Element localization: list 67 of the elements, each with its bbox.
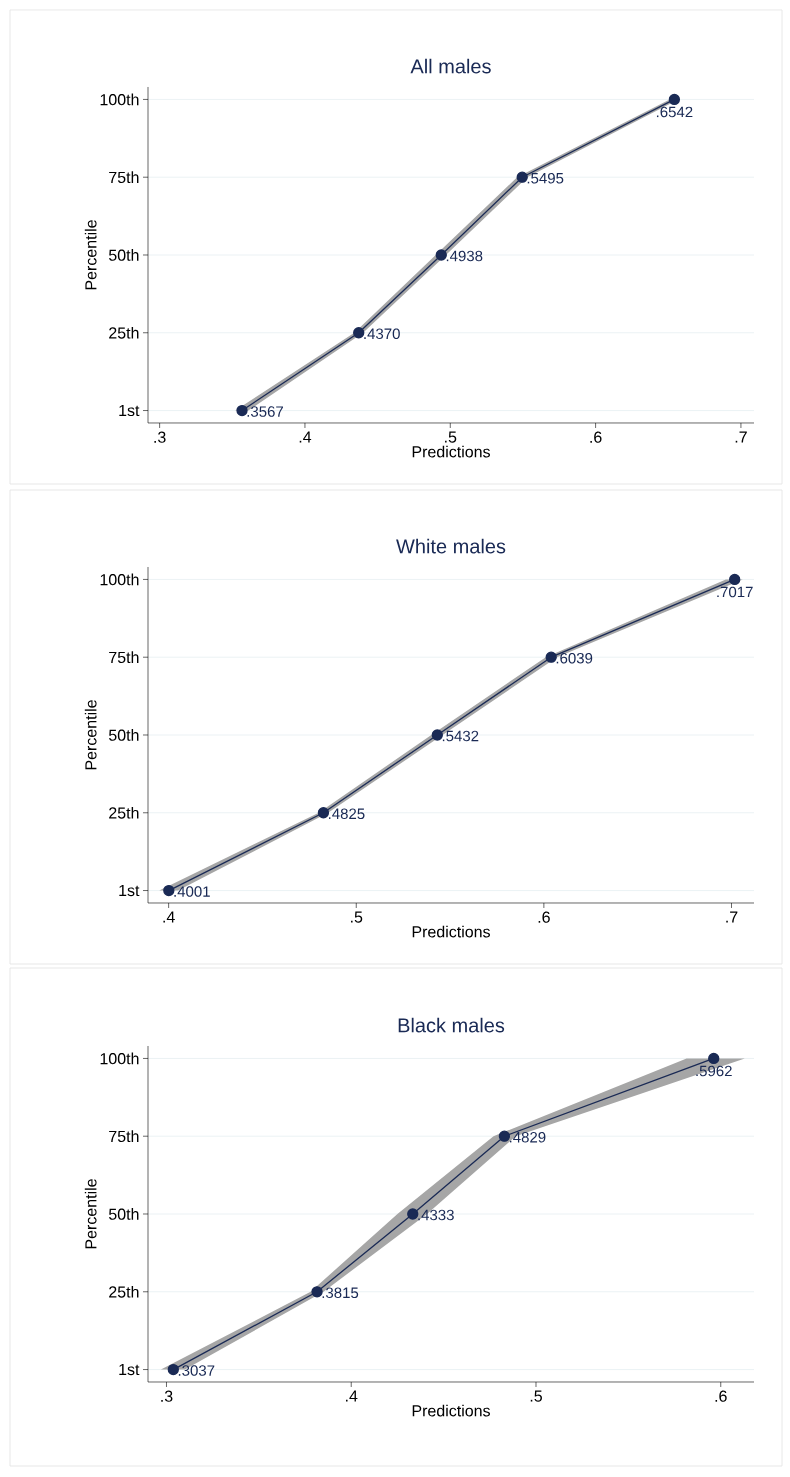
data-label: .7017 <box>717 586 753 598</box>
point <box>167 1363 179 1376</box>
point <box>311 1286 323 1298</box>
y-tick-label: 50th <box>108 1208 139 1220</box>
data-label: .4829 <box>509 1131 546 1143</box>
y-tick-label: 75th <box>109 1130 139 1143</box>
x-tick-label: .5 <box>530 1390 542 1402</box>
point <box>353 327 365 339</box>
data-label: .4370 <box>364 328 400 340</box>
x-axis-title: Predictions <box>412 1404 490 1417</box>
y-tick-label: 75th <box>109 651 139 664</box>
chart-title: Black males <box>398 1017 505 1033</box>
data-label: .4333 <box>418 1209 454 1221</box>
y-tick-label: 25th <box>109 1285 139 1298</box>
y-axis-title: Percentile <box>84 1179 97 1249</box>
y-axis-title: Percentile <box>84 220 97 290</box>
point <box>431 729 443 741</box>
y-tick-label: 25th <box>109 806 139 819</box>
data-label: .6542 <box>656 106 693 118</box>
y-tick-label: 50th <box>108 249 139 261</box>
x-tick-label: .3 <box>154 431 166 443</box>
x-tick-label: .6 <box>590 431 602 443</box>
point <box>545 651 557 663</box>
point <box>163 884 175 897</box>
y-tick-label: 25th <box>109 326 139 339</box>
point <box>708 1052 720 1065</box>
point <box>317 807 330 819</box>
data-label: .5432 <box>442 730 479 742</box>
data-label: .5495 <box>527 172 564 184</box>
point <box>729 573 741 586</box>
y-axis-title: Percentile <box>84 700 97 770</box>
x-tick-label: .4 <box>346 1390 358 1402</box>
point <box>668 93 681 106</box>
data-label: .4825 <box>328 808 365 820</box>
point <box>435 249 447 261</box>
point <box>498 1130 511 1142</box>
y-tick-label: 100th <box>100 93 139 106</box>
x-axis-title: Predictions <box>412 925 490 938</box>
data-label: .4001 <box>174 886 210 897</box>
x-tick-label: .7 <box>726 911 738 923</box>
x-tick-label: .5 <box>445 431 457 443</box>
x-tick-label: .7 <box>735 431 747 443</box>
x-tick-label: .4 <box>299 431 312 443</box>
y-tick-label: 1st <box>119 1363 140 1376</box>
chart-title: White males <box>396 538 506 554</box>
y-tick-label: 100th <box>100 573 139 586</box>
y-tick-label: 1st <box>119 404 140 417</box>
point <box>236 404 248 417</box>
data-label: .3815 <box>322 1287 359 1299</box>
x-tick-label: .4 <box>163 911 175 923</box>
data-label: .6039 <box>556 652 593 664</box>
x-tick-label: .3 <box>161 1390 173 1402</box>
y-tick-label: 1st <box>119 884 140 897</box>
point <box>407 1208 419 1220</box>
x-tick-label: .6 <box>715 1390 727 1402</box>
y-tick-label: 50th <box>108 729 139 741</box>
data-label: .5962 <box>696 1065 732 1077</box>
data-label: .3567 <box>247 406 284 417</box>
x-tick-label: .6 <box>538 911 550 923</box>
y-tick-label: 100th <box>100 1052 139 1065</box>
x-axis-title: Predictions <box>412 445 490 458</box>
chart-title: All males <box>410 58 491 74</box>
x-tick-label: .5 <box>351 911 363 923</box>
point <box>516 171 528 183</box>
y-tick-label: 75th <box>109 171 139 184</box>
data-label: .3037 <box>178 1365 215 1376</box>
data-label: .4938 <box>446 250 483 262</box>
